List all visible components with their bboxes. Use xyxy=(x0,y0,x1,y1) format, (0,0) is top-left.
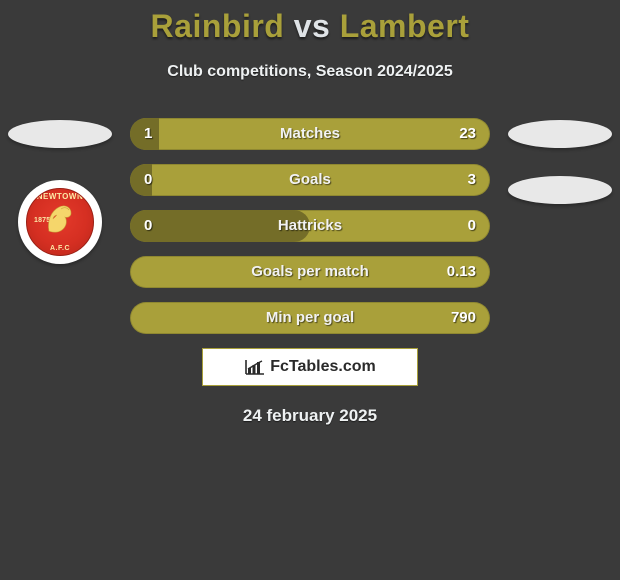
stat-right-value: 0.13 xyxy=(447,256,476,288)
player1-photo-placeholder xyxy=(8,120,112,148)
player2-club-placeholder xyxy=(508,176,612,204)
stat-row-hattricks: 0 Hattricks 0 xyxy=(130,210,490,242)
page-title: Rainbird vs Lambert xyxy=(0,8,620,45)
title-vs: vs xyxy=(294,8,331,44)
brand-text: FcTables.com xyxy=(270,358,376,376)
player1-club-badge: NEWTOWN 1875 A.F.C xyxy=(18,180,102,264)
griffin-icon xyxy=(43,201,77,239)
club-badge-afc: A.F.C xyxy=(27,245,93,252)
comparison-card: Rainbird vs Lambert Club competitions, S… xyxy=(0,0,620,580)
stat-row-goals: 0 Goals 3 xyxy=(130,164,490,196)
stat-row-min-per-goal: Min per goal 790 xyxy=(130,302,490,334)
stat-right-value: 23 xyxy=(459,118,476,150)
date-text: 24 february 2025 xyxy=(0,406,620,426)
club-badge-inner: NEWTOWN 1875 A.F.C xyxy=(26,188,94,256)
stat-bars: 1 Matches 23 0 Goals 3 0 Hattricks 0 Goa… xyxy=(130,118,490,348)
stat-right-value: 0 xyxy=(468,210,476,242)
title-player1: Rainbird xyxy=(151,8,285,44)
stat-label: Hattricks xyxy=(130,210,490,242)
stat-row-goals-per-match: Goals per match 0.13 xyxy=(130,256,490,288)
title-player2: Lambert xyxy=(340,8,470,44)
stat-right-value: 790 xyxy=(451,302,476,334)
bar-chart-icon xyxy=(244,358,266,376)
club-badge-name: NEWTOWN xyxy=(27,192,93,201)
player2-photo-placeholder xyxy=(508,120,612,148)
stat-label: Goals xyxy=(130,164,490,196)
stat-label: Matches xyxy=(130,118,490,150)
stat-label: Min per goal xyxy=(130,302,490,334)
stat-label: Goals per match xyxy=(130,256,490,288)
stat-row-matches: 1 Matches 23 xyxy=(130,118,490,150)
stat-right-value: 3 xyxy=(468,164,476,196)
brand-box[interactable]: FcTables.com xyxy=(202,348,418,386)
subtitle: Club competitions, Season 2024/2025 xyxy=(0,63,620,81)
